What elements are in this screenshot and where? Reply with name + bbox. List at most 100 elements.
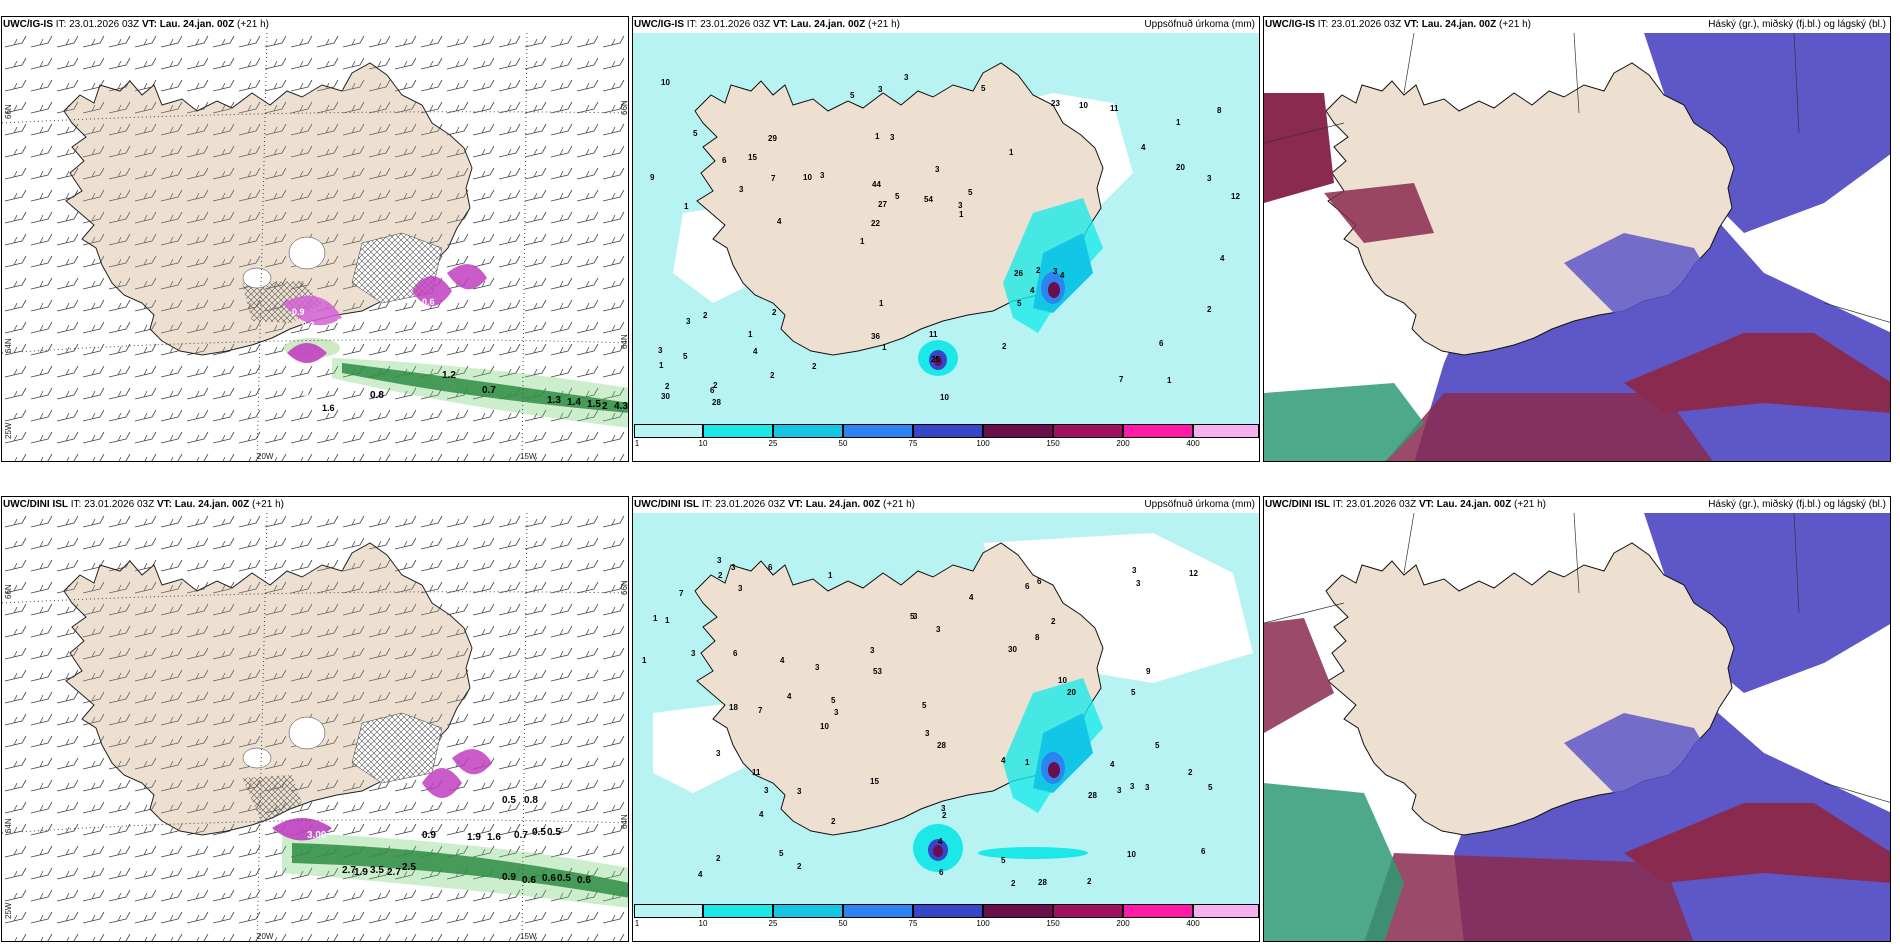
precip-value: 2 [703, 311, 708, 320]
colorbar-tick: 400 [1186, 439, 1200, 448]
snow-cell [282, 295, 342, 326]
lon-label: 15W [520, 932, 537, 941]
precip-value: 3 [739, 185, 744, 194]
wind-map: 0.5 0.8 0.9 0.5 1.9 1.6 0.7 0.5 2.5 3.5 … [2, 513, 628, 941]
lat-label: 64N [620, 814, 629, 829]
wind-value: 3.5 [370, 865, 384, 876]
precip-value: 7 [758, 706, 763, 715]
precip-value: 54 [924, 195, 933, 204]
precip-value: 8 [1035, 633, 1040, 642]
panel-title: UWC/IG-IS IT: 23.01.2026 03Z VT: Lau. 24… [3, 19, 269, 30]
precip-value: 28 [937, 741, 946, 750]
precip-value: 3 [738, 584, 743, 593]
precip-value: 6 [1025, 582, 1030, 591]
precip-value: 10 [661, 78, 670, 87]
precip-value: 2 [1011, 879, 1016, 888]
precip-value: 53 [873, 667, 882, 676]
precip-value: 11 [752, 768, 761, 777]
panel-title: UWC/IG-IS IT: 23.01.2026 03Z VT: Lau. 24… [634, 19, 900, 30]
precip-value: 5 [693, 129, 698, 138]
precip-value: 36 [871, 332, 880, 341]
precip-value: 6 [710, 386, 715, 395]
precip-value: 2 [665, 382, 670, 391]
precip-value: 3 [815, 663, 820, 672]
wind-value: 0.9 [422, 830, 436, 841]
precip-value: 3 [834, 708, 839, 717]
precip-value: 3 [658, 346, 663, 355]
wind-value: 0.9 [502, 872, 516, 883]
precip-value: 4 [1030, 286, 1035, 295]
colorbar-segment [1193, 904, 1259, 918]
wind-map-panel-bottom: UWC/DINI ISL IT: 23.01.2026 03Z VT: Lau.… [1, 496, 629, 942]
precip-value: 3 [913, 612, 918, 621]
lat-label: 25W [4, 422, 13, 439]
precip-value: 3 [1117, 786, 1122, 795]
precip-value: 4 [753, 347, 758, 356]
wind-value: 3.00 [307, 830, 327, 841]
precip-value: 2 [942, 811, 947, 820]
lat-label: 66N [620, 100, 629, 115]
colorbar-tick: 100 [976, 919, 990, 928]
precip-value: 3 [717, 556, 722, 565]
precip-value: 18 [729, 703, 738, 712]
cloud-map-title: Háský (gr.), miðský (fj.bl.) og lágský (… [1708, 19, 1886, 30]
wind-value: 0.9 [292, 307, 305, 317]
cloud-map-panel-bottom: UWC/DINI ISL IT: 23.01.2026 03Z VT: Lau.… [1263, 496, 1891, 942]
wind-value: 5.6 [304, 393, 317, 403]
wind-value: 1.9 [354, 867, 368, 878]
precip-value: 1 [748, 330, 753, 339]
precip-value: 29 [768, 134, 777, 143]
precip-value: 10 [1127, 850, 1136, 859]
precip-value: 3 [691, 649, 696, 658]
colorbar-tick: 400 [1186, 919, 1200, 928]
precip-value: 1 [1176, 118, 1181, 127]
precip-map [633, 33, 1259, 433]
precip-value: 4 [1110, 760, 1115, 769]
precip-value: 4 [777, 217, 782, 226]
precip-value: 10 [1079, 101, 1088, 110]
precip-value: 1 [684, 202, 689, 211]
colorbar-tick: 100 [976, 439, 990, 448]
precip-value: 30 [1008, 645, 1017, 654]
colorbar-tick: 10 [698, 439, 708, 448]
precip-value: 30 [661, 392, 670, 401]
lon-label: 20W [257, 452, 274, 461]
precip-value: 3 [1053, 267, 1058, 276]
wind-value: 0.6 [522, 875, 536, 886]
colorbar-segment [1123, 904, 1193, 918]
precip-value: 3 [797, 787, 802, 796]
precip-value: 1 [1009, 148, 1014, 157]
precip-value: 3 [764, 786, 769, 795]
precip-value: 12 [1189, 569, 1198, 578]
precip-value: 22 [871, 219, 880, 228]
precip-value: 3 [935, 165, 940, 174]
precip-value: 3 [890, 133, 895, 142]
wind-value: 2.5 [402, 862, 416, 873]
precip-value: 3 [716, 749, 721, 758]
cloud-map [1264, 513, 1890, 941]
colorbar-segment [773, 904, 843, 918]
colorbar-segment [913, 904, 983, 918]
precip-value: 10 [1058, 676, 1067, 685]
wind-value: 0.6 [577, 875, 591, 886]
wind-value: 0.7 [482, 385, 496, 396]
precip-value: 15 [748, 153, 757, 162]
precip-value: 5 [683, 352, 688, 361]
precip-value: 11 [929, 330, 938, 339]
precip-value: 6 [722, 156, 727, 165]
precip-value: 26 [1014, 269, 1023, 278]
precip-value: 28 [1088, 791, 1097, 800]
precip-value: 3 [925, 729, 930, 738]
precip-value: 5 [1017, 299, 1022, 308]
precip-value: 4 [969, 593, 974, 602]
precip-value: 4 [1001, 756, 1006, 765]
colorbar-tick: 200 [1116, 919, 1130, 928]
precip-value: 20 [1067, 688, 1076, 697]
colorbar-tick: 150 [1046, 919, 1060, 928]
precip-value: 10 [820, 722, 829, 731]
wind-value: 1.2 [442, 370, 456, 381]
precip-value: 1 [665, 616, 670, 625]
wind-value: 2.7 [387, 867, 401, 878]
precip-value: 2 [772, 308, 777, 317]
precip-value: 1 [828, 571, 833, 580]
